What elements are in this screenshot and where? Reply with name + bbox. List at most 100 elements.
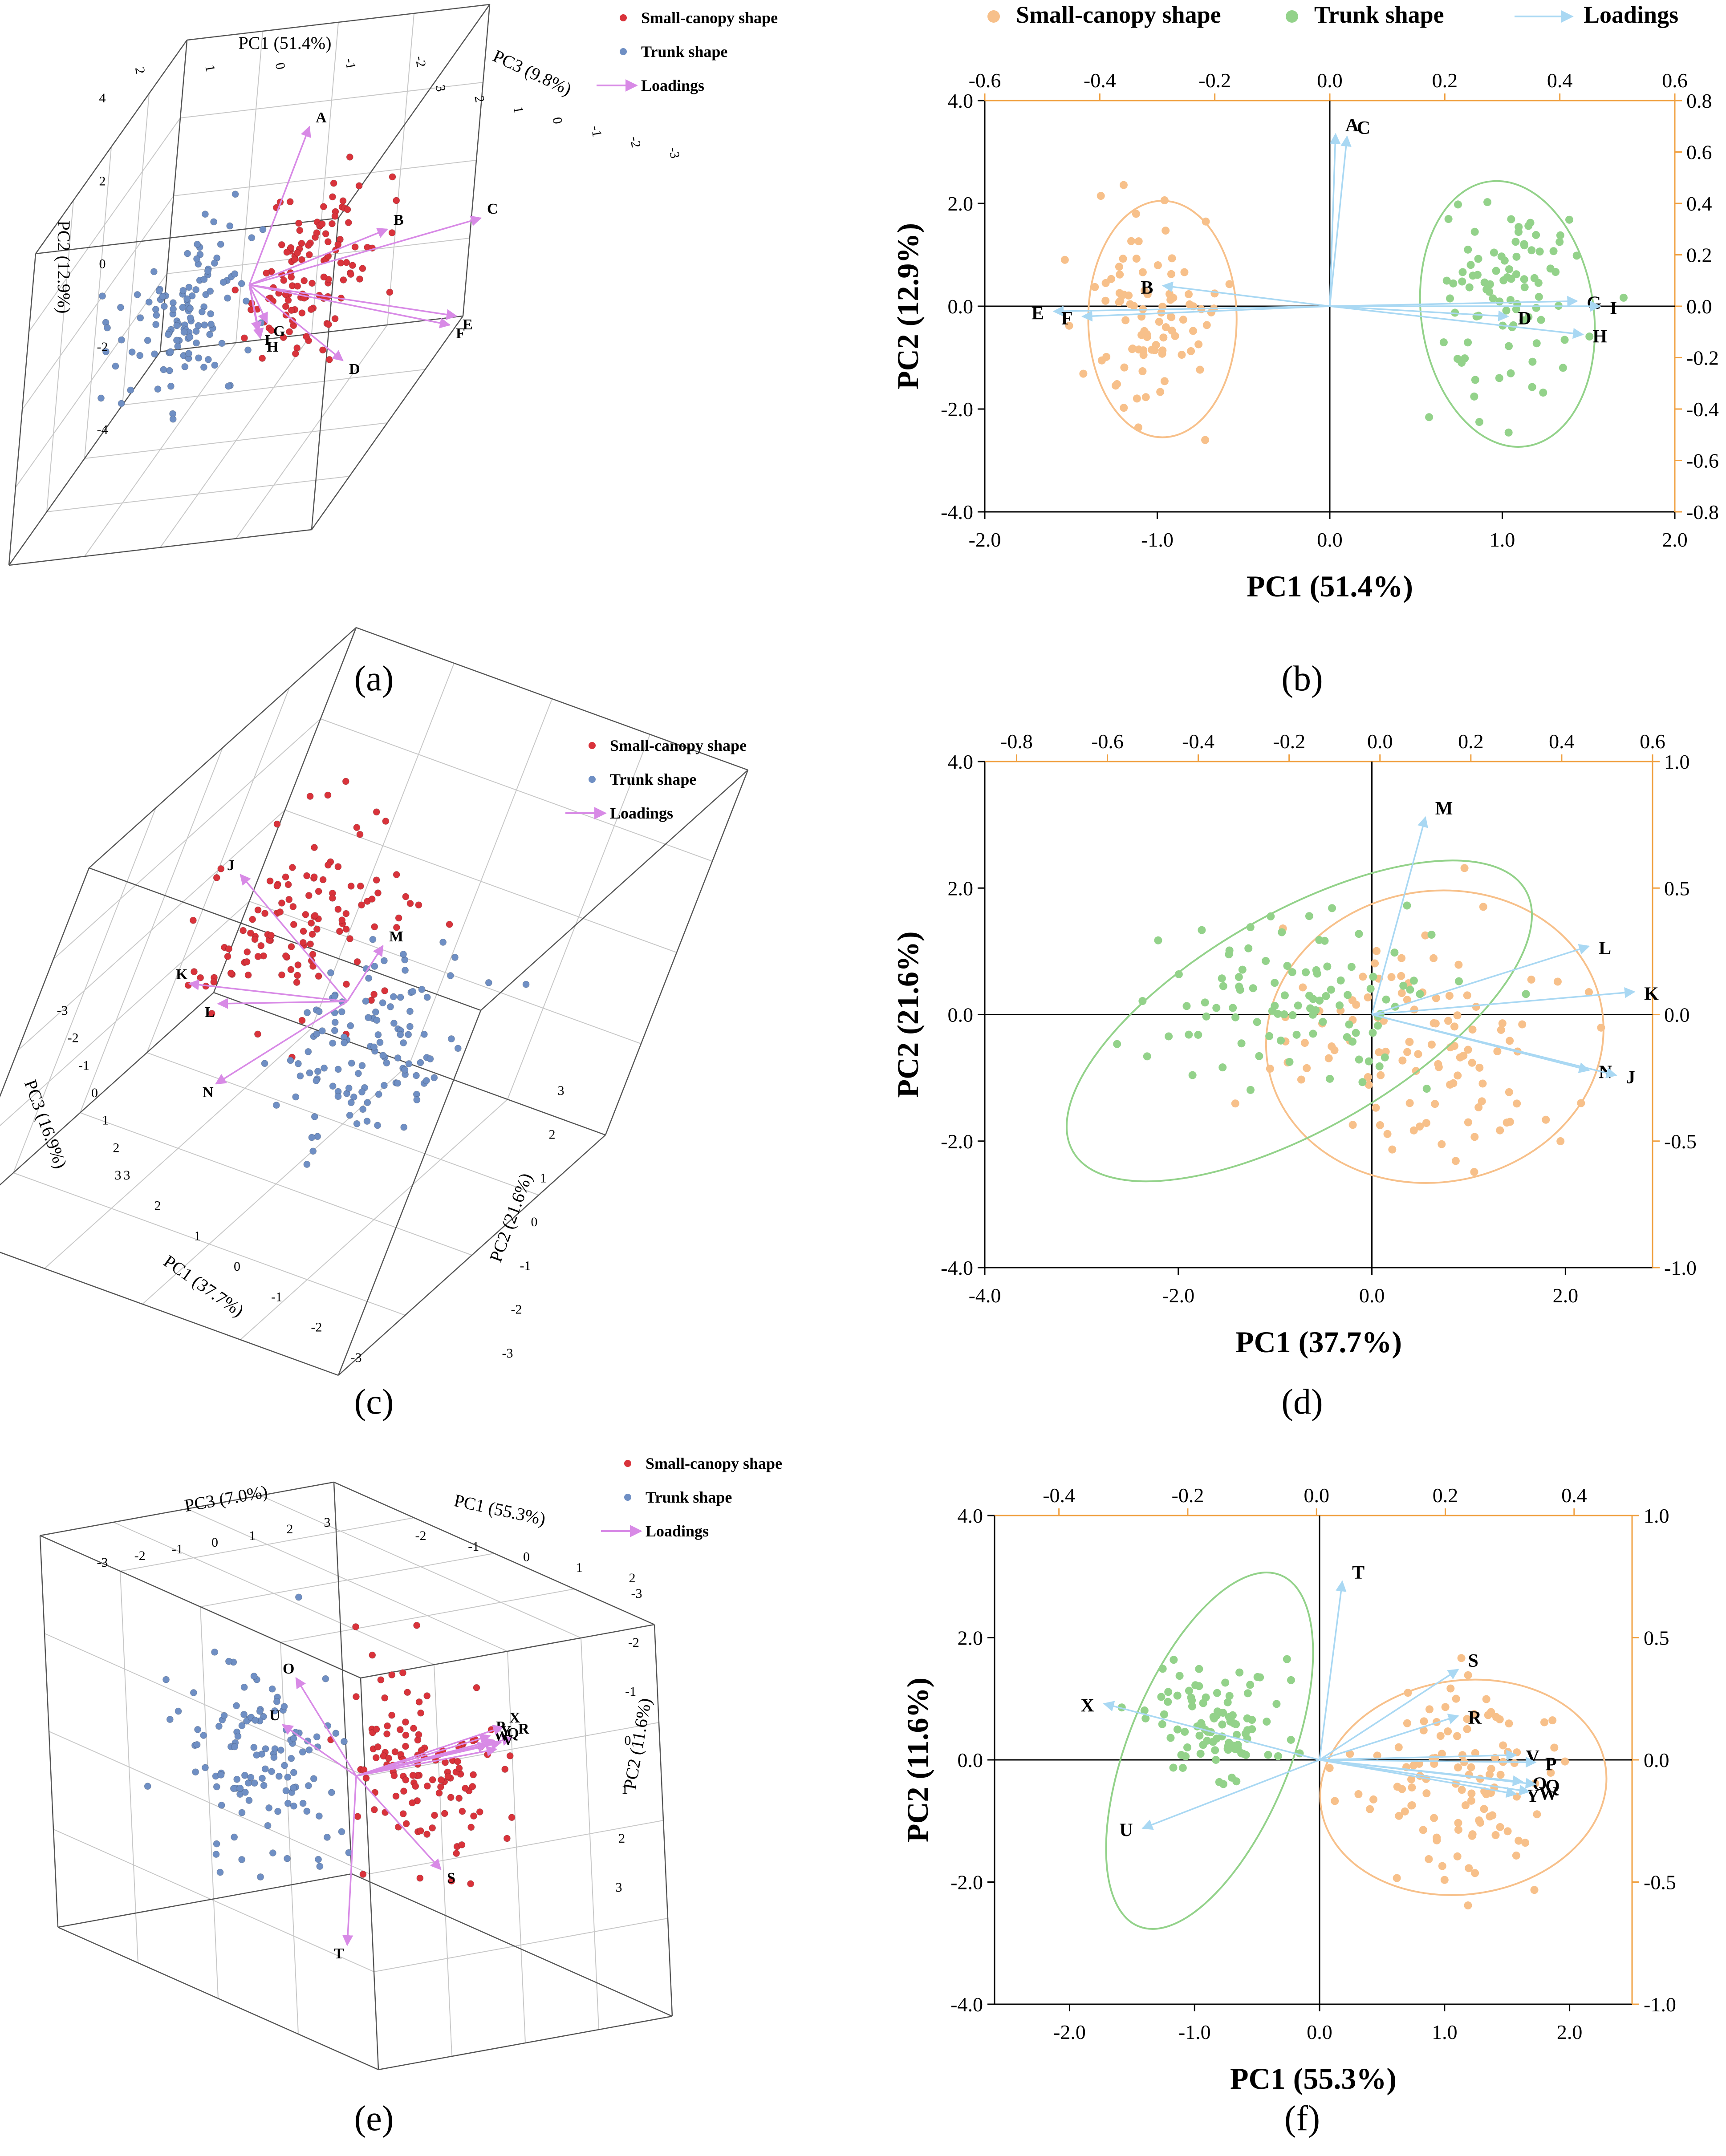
data-point (1300, 1039, 1309, 1047)
data-point (400, 1787, 407, 1795)
axis-tick-label: 3 (558, 1083, 565, 1098)
data-point (215, 1722, 223, 1730)
data-point (1465, 1864, 1473, 1872)
axis-tick-label: -1 (520, 1258, 531, 1273)
data-point (1294, 1001, 1302, 1010)
data-point (1492, 267, 1500, 275)
data-point (1395, 1812, 1403, 1820)
data-point (1383, 1130, 1392, 1138)
data-point (273, 820, 281, 828)
data-point (1158, 1720, 1166, 1728)
data-point (1515, 223, 1523, 231)
data-point (238, 1856, 246, 1863)
data-point (454, 1758, 462, 1765)
data-point (1347, 963, 1356, 971)
data-point (257, 1873, 264, 1881)
data-point (188, 292, 196, 300)
biplot-b: -2.0 -1.0 0.0 1.0 2.0-4.0-2.00.02.04.0-0.6 -0… (891, 1, 1719, 603)
legend-label: Small-canopy shape (610, 737, 747, 754)
data-point (1354, 1790, 1363, 1799)
legend-label: Trunk shape (641, 43, 727, 61)
data-point (402, 967, 409, 974)
data-point (252, 1717, 259, 1724)
data-point (1464, 338, 1472, 347)
loading-label: Y (500, 1723, 512, 1739)
data-point (359, 265, 366, 272)
data-point (231, 1743, 239, 1751)
data-point (1348, 996, 1356, 1005)
data-point (1420, 1717, 1428, 1726)
data-point (285, 896, 293, 903)
data-point (284, 1855, 291, 1862)
x-axis-label: PC1 (51.4%) (1247, 569, 1413, 603)
data-point (290, 921, 297, 928)
x-tick-label: 2.0 (1662, 528, 1688, 551)
y-tick-label: -4.0 (950, 1993, 983, 2016)
data-point (1112, 381, 1120, 390)
data-point (1328, 904, 1336, 912)
data-point (1355, 930, 1363, 938)
data-point (328, 1789, 335, 1796)
x2-tick-label: 0.6 (1640, 730, 1665, 753)
data-point (359, 1106, 367, 1113)
data-point (1160, 377, 1169, 385)
x2-tick-label: -0.2 (1172, 1484, 1204, 1507)
data-point (318, 220, 326, 228)
y-tick-label: 0.0 (948, 1004, 974, 1026)
data-point (293, 979, 301, 986)
data-point (1274, 1752, 1282, 1760)
data-point (388, 229, 396, 236)
data-point (1410, 1005, 1418, 1014)
y2-tick-label: 0.2 (1686, 244, 1712, 267)
data-point (218, 340, 226, 347)
data-point (402, 1718, 409, 1726)
data-point (225, 382, 232, 390)
axis-tick-label: 2 (113, 1140, 119, 1155)
data-point (1196, 1750, 1205, 1758)
grid-line (369, 1820, 664, 1874)
data-point (1446, 1080, 1454, 1089)
y-tick-label: 4.0 (948, 89, 974, 112)
data-point (299, 1799, 307, 1807)
data-point (418, 985, 426, 993)
data-point (381, 987, 389, 994)
data-point (1115, 263, 1123, 271)
data-point (1456, 1053, 1464, 1062)
data-point (1553, 977, 1562, 986)
loading-label: F (456, 325, 465, 342)
data-point (1422, 1119, 1430, 1127)
data-point (204, 267, 211, 275)
data-point (1280, 1010, 1288, 1019)
data-point (181, 363, 189, 370)
data-point (197, 974, 204, 981)
data-point (1438, 1140, 1446, 1148)
data-point (373, 1726, 380, 1733)
data-point (1535, 292, 1543, 301)
data-point (1185, 1686, 1193, 1695)
data-point (1113, 1040, 1121, 1048)
y2-tick-label: 1.0 (1644, 1504, 1669, 1527)
data-point (429, 1776, 436, 1783)
data-point (118, 336, 125, 344)
y-axis-label: PC2 (21.6%) (891, 932, 925, 1098)
data-point (1287, 1676, 1295, 1684)
data-point (1470, 1133, 1479, 1141)
data-point (1556, 231, 1564, 239)
data-point (1235, 982, 1243, 991)
data-point (1466, 261, 1475, 269)
data-point (200, 276, 208, 283)
data-point (1283, 962, 1291, 970)
data-point (1188, 1702, 1196, 1710)
data-point (1202, 217, 1210, 226)
data-point (1524, 222, 1533, 230)
data-point (261, 910, 269, 917)
data-point (284, 881, 292, 888)
data-point (316, 1863, 324, 1870)
data-point (405, 1060, 413, 1068)
data-point (290, 1769, 297, 1776)
data-point (268, 932, 275, 939)
axis-title: PC3 (9.8%) (490, 45, 575, 99)
data-point (309, 951, 317, 958)
data-point (470, 1812, 477, 1820)
